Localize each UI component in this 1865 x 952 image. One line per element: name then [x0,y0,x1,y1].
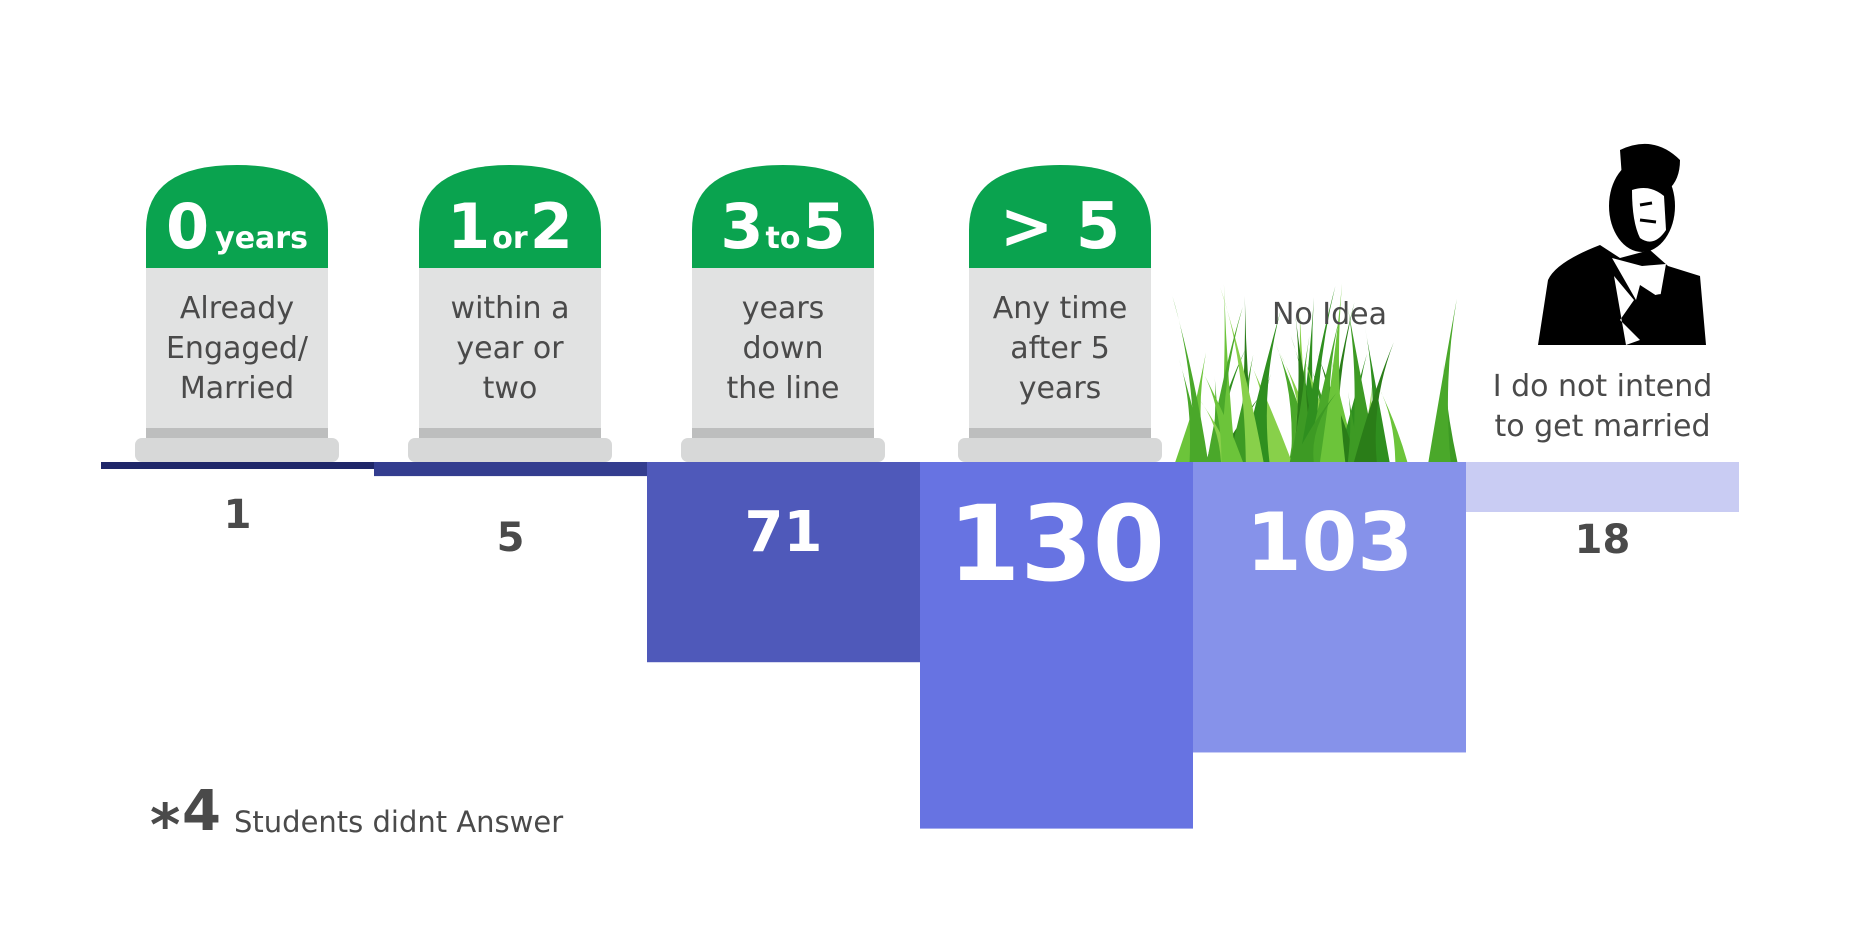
bar-6 [1466,462,1739,512]
footnote: * 4 Students didnt Answer [150,779,563,859]
milestone-icon: > 5 Any time after 5 years [958,165,1162,462]
milestone-description: Already [180,291,294,326]
man-portrait-icon [1538,143,1706,345]
milestone-description: down [743,331,824,366]
grass-blade [1377,385,1408,462]
milestone-description: year or [456,331,564,366]
milestone-description: Married [180,371,294,406]
value-label-2: 5 [497,515,525,561]
milestone-description: Engaged/ [166,331,309,366]
bar-2 [374,462,647,477]
value-label-5: 103 [1246,496,1413,589]
value-label-6: 18 [1575,517,1631,563]
grass-blade [1199,365,1243,462]
grass-blade [1249,359,1292,462]
grass-blade [1319,283,1346,462]
grass-icon [1172,283,1458,462]
bar-1 [101,462,374,469]
value-label-1: 1 [224,492,252,538]
milestone-icon: 1or2 within a year or two [408,165,612,462]
footnote-text: Students didnt Answer [234,805,563,839]
grass-blade [1206,306,1243,462]
milestone-description: Any time [993,291,1128,326]
not-marry-label: I do not intend [1493,369,1713,404]
grass-blade [1428,298,1457,462]
grass-blade [1220,287,1264,462]
milestone-description: after 5 [1010,331,1110,366]
no-idea-label: No Idea [1272,297,1387,332]
value-label-4: 130 [948,483,1165,605]
grass-blade [1292,392,1337,462]
milestone-description: the line [727,371,840,406]
grass-blade [1353,342,1394,462]
grass-blade [1345,297,1378,462]
milestone-description: within a [451,291,570,326]
value-label-3: 71 [745,500,823,565]
footnote-number: 4 [182,779,221,844]
bar-4 [920,462,1193,829]
milestone-icon: 3to5 years down the line [681,165,885,462]
milestone-description: years [1019,371,1102,406]
milestone-heading-1: 0 years [166,190,308,263]
footnote-star: * [150,791,180,859]
bar-5 [1193,462,1466,753]
milestone-description: years [742,291,825,326]
grass-blade [1299,285,1336,462]
milestone-icon: 0 years Already Engaged/Married [135,165,339,462]
milestone-heading-4: > 5 [1000,190,1120,264]
grass-blade [1347,391,1362,462]
bar-3 [647,462,920,663]
not-marry-label: to get married [1494,409,1710,444]
milestone-heading-3: 3to5 [720,190,845,263]
milestone-heading-2: 1or2 [447,190,573,263]
grass-blade [1172,296,1209,462]
milestone-description: two [483,371,538,406]
